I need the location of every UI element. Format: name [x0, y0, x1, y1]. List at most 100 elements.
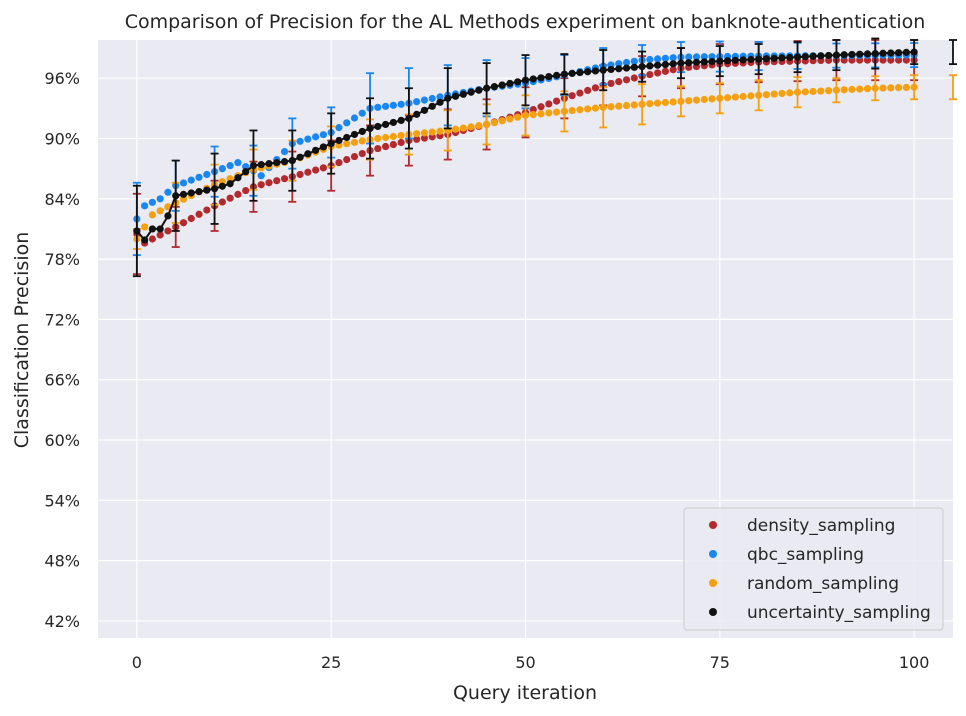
data-point	[786, 89, 794, 97]
data-point	[529, 75, 537, 83]
data-point	[661, 54, 670, 62]
data-point	[381, 133, 390, 142]
data-point	[133, 227, 141, 235]
data-point	[459, 90, 467, 98]
data-point	[483, 120, 491, 129]
data-point	[288, 157, 296, 165]
data-point	[902, 48, 910, 56]
data-point	[856, 85, 864, 93]
data-point	[622, 101, 631, 110]
data-point	[164, 227, 172, 235]
data-point	[312, 166, 320, 174]
y-tick-label: 66%	[44, 371, 80, 390]
data-point	[343, 140, 351, 148]
data-point	[801, 53, 809, 61]
data-point	[910, 48, 918, 56]
data-point	[825, 87, 833, 95]
data-point	[576, 89, 584, 97]
data-point	[576, 106, 584, 114]
data-point	[141, 236, 149, 244]
data-point	[475, 86, 483, 94]
data-point	[731, 56, 739, 64]
data-point	[537, 110, 545, 118]
data-point	[646, 100, 654, 108]
data-point	[436, 93, 444, 101]
data-point	[832, 86, 841, 94]
data-point	[428, 102, 436, 110]
data-point	[343, 133, 351, 142]
data-point	[529, 110, 537, 119]
data-point	[778, 54, 786, 62]
data-point	[413, 135, 421, 143]
data-point	[242, 168, 250, 176]
legend: density_sampling qbc_sampling random_sampl…	[683, 507, 944, 631]
data-point	[374, 134, 382, 143]
data-point	[428, 128, 436, 136]
data-point	[786, 53, 794, 62]
data-point	[148, 225, 157, 233]
data-point	[677, 97, 685, 105]
data-point	[242, 163, 250, 171]
data-point	[187, 176, 195, 184]
data-point	[887, 84, 895, 92]
data-point	[389, 140, 397, 149]
data-point	[280, 147, 289, 156]
data-point	[661, 60, 670, 69]
data-point	[832, 51, 841, 59]
data-point	[226, 194, 234, 202]
data-point	[700, 53, 708, 61]
data-point	[358, 149, 366, 158]
data-point	[591, 104, 600, 112]
data-point	[319, 131, 328, 139]
data-point	[148, 211, 157, 219]
data-point	[755, 91, 763, 99]
data-point	[568, 69, 576, 77]
data-point	[716, 57, 724, 65]
data-point	[755, 55, 763, 63]
data-point	[630, 63, 638, 71]
data-point	[669, 98, 677, 106]
data-point	[467, 123, 475, 131]
data-point	[654, 55, 662, 63]
data-point	[498, 117, 506, 125]
data-point	[327, 139, 335, 148]
data-point	[817, 87, 825, 95]
data-point	[413, 110, 421, 118]
data-point	[319, 143, 328, 151]
data-point	[638, 63, 646, 71]
data-point	[420, 134, 429, 142]
data-point	[731, 93, 739, 101]
data-point	[273, 159, 281, 167]
data-point	[234, 159, 242, 167]
data-point	[273, 177, 281, 185]
data-point	[762, 91, 771, 99]
data-point	[793, 88, 802, 96]
data-point	[265, 179, 273, 187]
data-point	[381, 142, 390, 151]
data-point	[156, 195, 164, 203]
data-point	[568, 92, 576, 100]
data-point	[164, 188, 172, 196]
data-point	[195, 210, 203, 218]
data-point	[692, 53, 701, 61]
series-uncertainty-sampling	[132, 37, 957, 278]
data-point	[622, 64, 631, 72]
data-point	[669, 66, 677, 74]
data-point	[537, 103, 545, 111]
data-point	[871, 84, 879, 92]
data-point	[413, 98, 421, 106]
legend-label: density_sampling	[747, 516, 895, 536]
data-point	[374, 122, 382, 131]
data-point	[615, 65, 623, 73]
data-point	[381, 102, 390, 110]
data-point	[312, 146, 320, 154]
data-point	[809, 52, 817, 60]
data-point	[521, 76, 530, 84]
data-point	[413, 130, 421, 138]
data-point	[179, 219, 188, 227]
data-point	[420, 129, 429, 137]
legend-label: random_sampling	[747, 574, 899, 594]
data-point	[630, 74, 638, 82]
data-point	[141, 202, 149, 210]
